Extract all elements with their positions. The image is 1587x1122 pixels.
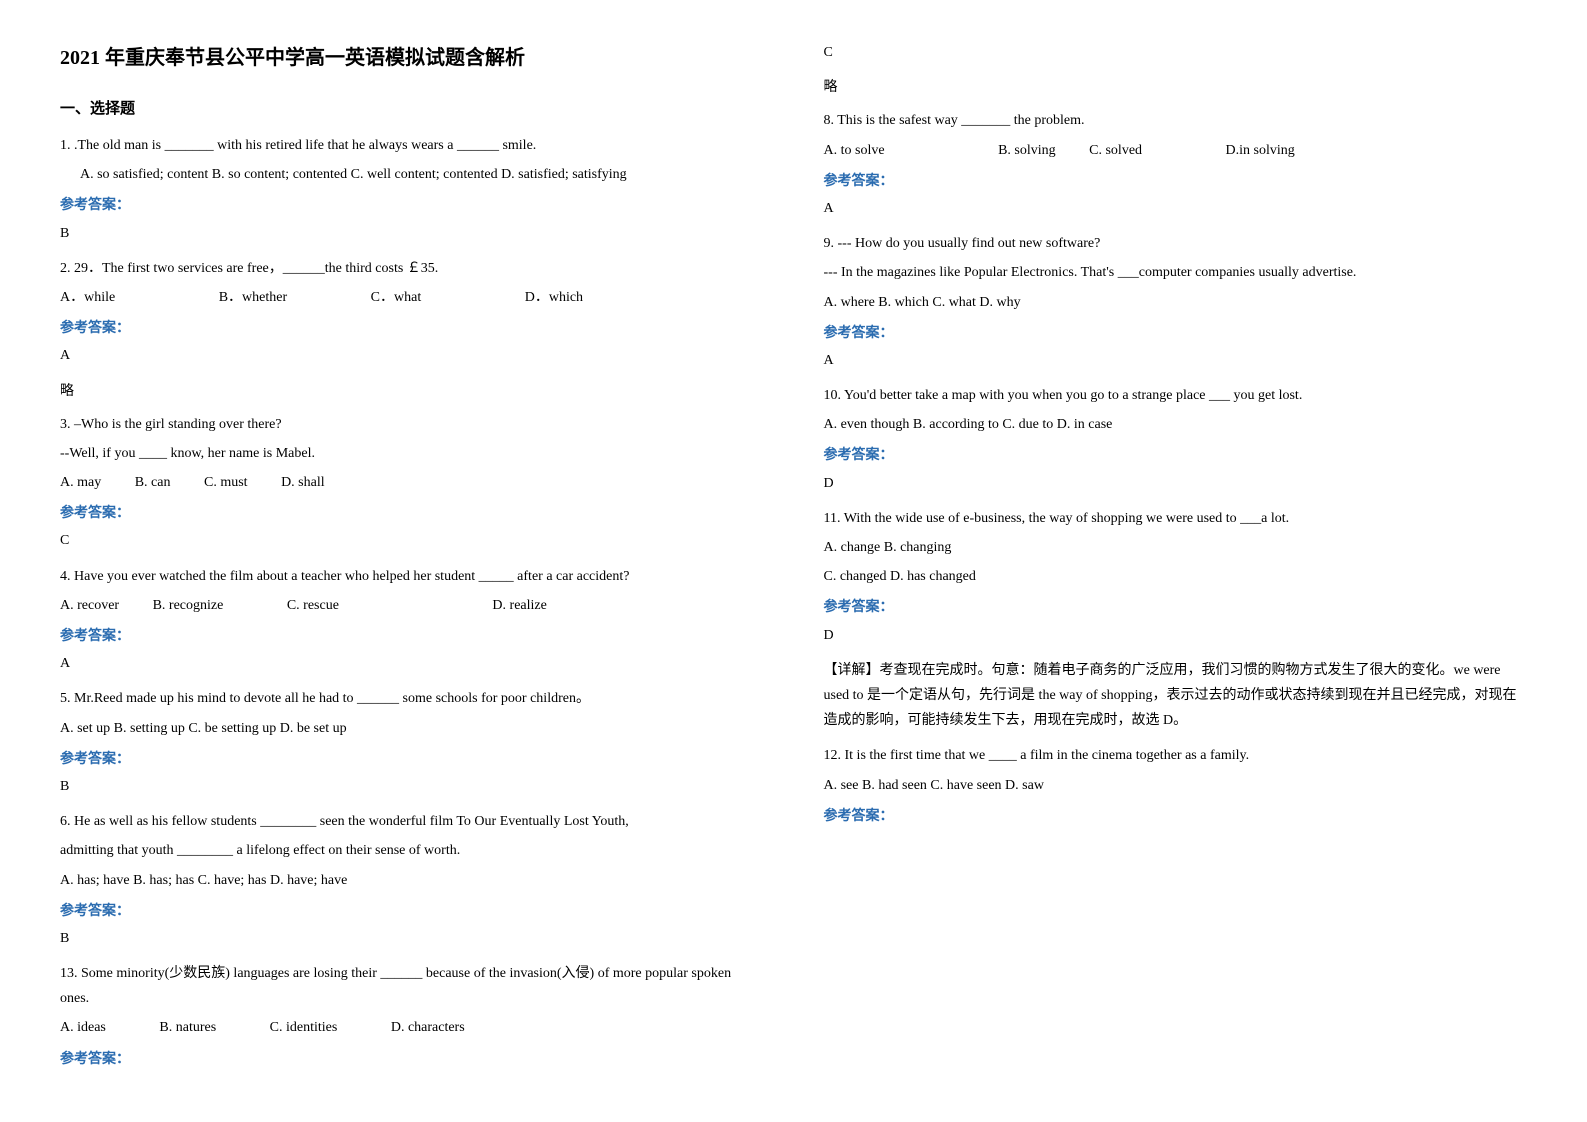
q2-opt-d: D．which [525, 285, 583, 310]
q5-options: A. set up B. setting up C. be setting up… [60, 716, 764, 741]
q8-stem: 8. This is the safest way _______ the pr… [824, 108, 1528, 133]
q10-options: A. even though B. according to C. due to… [824, 412, 1528, 437]
q11-explain: 【详解】考查现在完成时。句意：随着电子商务的广泛应用，我们习惯的购物方式发生了很… [824, 658, 1528, 734]
q3-options: A. may B. can C. must D. shall [60, 470, 764, 495]
q8-opt-c: C. solved [1089, 138, 1142, 163]
q8-opt-b: B. solving [998, 138, 1056, 163]
q8-opt-a: A. to solve [824, 138, 885, 163]
q13-omit: 略 [824, 75, 1528, 100]
question-5: 5. Mr.Reed made up his mind to devote al… [60, 686, 764, 799]
q6-stem1: 6. He as well as his fellow students ___… [60, 809, 764, 834]
q9-stem1: 9. --- How do you usually find out new s… [824, 231, 1528, 256]
q9-answer: A [824, 348, 1528, 373]
q5-stem: 5. Mr.Reed made up his mind to devote al… [60, 686, 764, 711]
q2-answer: A [60, 343, 764, 368]
q3-answer: C [60, 528, 764, 553]
q2-stem: 2. 29．The first two services are free，__… [60, 256, 764, 281]
page-title: 2021 年重庆奉节县公平中学高一英语模拟试题含解析 [60, 40, 764, 76]
q3-opt-d: D. shall [281, 470, 325, 495]
q11-stem: 11. With the wide use of e-business, the… [824, 506, 1528, 531]
question-4: 4. Have you ever watched the film about … [60, 564, 764, 677]
q3-stem2: --Well, if you ____ know, her name is Ma… [60, 441, 764, 466]
q4-stem: 4. Have you ever watched the film about … [60, 564, 764, 589]
question-8: 8. This is the safest way _______ the pr… [824, 108, 1528, 221]
q2-opt-b: B．whether [219, 285, 287, 310]
q11-options2: C. changed D. has changed [824, 564, 1528, 589]
answer-label: 参考答案： [60, 501, 764, 526]
answer-label: 参考答案： [60, 1047, 764, 1072]
q8-answer: A [824, 196, 1528, 221]
question-10: 10. You'd better take a map with you whe… [824, 383, 1528, 496]
q10-answer: D [824, 471, 1528, 496]
q6-options: A. has; have B. has; has C. have; has D.… [60, 868, 764, 893]
q4-opt-c: C. rescue [287, 593, 339, 618]
q10-stem: 10. You'd better take a map with you whe… [824, 383, 1528, 408]
answer-label: 参考答案： [60, 193, 764, 218]
q8-opt-d: D.in solving [1226, 138, 1295, 163]
q1-options: A. so satisfied; content B. so content; … [60, 162, 764, 187]
q11-options1: A. change B. changing [824, 535, 1528, 560]
q13-stem: 13. Some minority(少数民族) languages are lo… [60, 961, 764, 1011]
answer-label: 参考答案： [824, 595, 1528, 620]
q5-answer: B [60, 774, 764, 799]
q13-opt-c: C. identities [270, 1015, 338, 1040]
q13-opt-a: A. ideas [60, 1015, 106, 1040]
answer-label: 参考答案： [60, 899, 764, 924]
q13-opt-b: B. natures [159, 1015, 216, 1040]
q8-options: A. to solve B. solving C. solved D.in so… [824, 138, 1528, 163]
q2-opt-a: A．while [60, 285, 115, 310]
question-6: 6. He as well as his fellow students ___… [60, 809, 764, 951]
q12-options: A. see B. had seen C. have seen D. saw [824, 773, 1528, 798]
q13-opt-d: D. characters [391, 1015, 465, 1040]
answer-label: 参考答案： [60, 624, 764, 649]
section-heading: 一、选择题 [60, 96, 764, 123]
question-1: 1. .The old man is _______ with his reti… [60, 133, 764, 246]
q6-answer: B [60, 926, 764, 951]
question-9: 9. --- How do you usually find out new s… [824, 231, 1528, 373]
answer-label: 参考答案： [60, 747, 764, 772]
question-3: 3. –Who is the girl standing over there?… [60, 412, 764, 554]
answer-label: 参考答案： [824, 321, 1528, 346]
question-12: 12. It is the first time that we ____ a … [824, 743, 1528, 829]
q9-stem2: --- In the magazines like Popular Electr… [824, 260, 1528, 285]
question-2: 2. 29．The first two services are free，__… [60, 256, 764, 404]
q4-opt-b: B. recognize [153, 593, 224, 618]
q6-stem2: admitting that youth ________ a lifelong… [60, 838, 764, 863]
q2-omit: 略 [60, 379, 764, 404]
answer-label: 参考答案： [824, 804, 1528, 829]
q4-answer: A [60, 651, 764, 676]
answer-label: 参考答案： [60, 316, 764, 341]
q2-options: A．while B．whether C．what D．which [60, 285, 764, 310]
q2-opt-c: C．what [371, 285, 422, 310]
q4-opt-a: A. recover [60, 593, 119, 618]
q3-opt-c: C. must [204, 470, 248, 495]
q9-options: A. where B. which C. what D. why [824, 290, 1528, 315]
q3-opt-a: A. may [60, 470, 101, 495]
q4-options: A. recover B. recognize C. rescue D. rea… [60, 593, 764, 618]
q1-stem: 1. .The old man is _______ with his reti… [60, 133, 764, 158]
answer-label: 参考答案： [824, 169, 1528, 194]
question-11: 11. With the wide use of e-business, the… [824, 506, 1528, 734]
q13-answer: C [824, 40, 1528, 65]
q4-opt-d: D. realize [492, 593, 546, 618]
q1-answer: B [60, 221, 764, 246]
q12-stem: 12. It is the first time that we ____ a … [824, 743, 1528, 768]
q3-stem1: 3. –Who is the girl standing over there? [60, 412, 764, 437]
q11-answer: D [824, 623, 1528, 648]
q3-opt-b: B. can [135, 470, 171, 495]
q13-options: A. ideas B. natures C. identities D. cha… [60, 1015, 764, 1040]
answer-label: 参考答案： [824, 443, 1528, 468]
